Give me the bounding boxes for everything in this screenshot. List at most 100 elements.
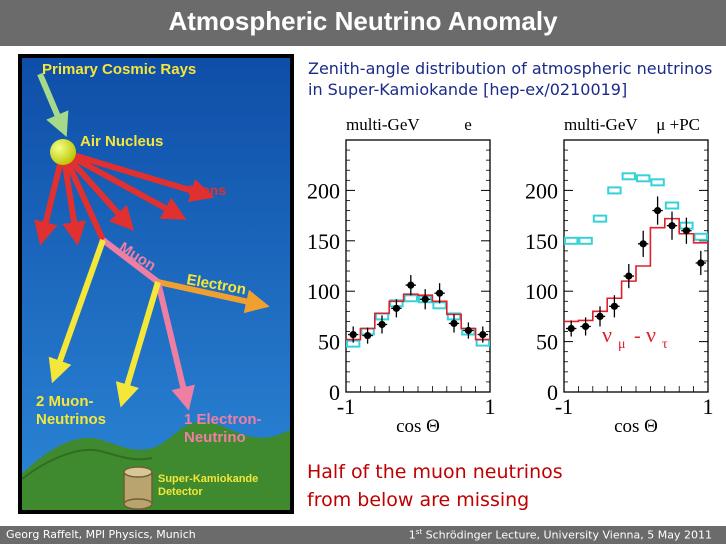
data-point	[582, 322, 590, 331]
footer-bar: Georg Raffelt, MPI Physics, Munich 1st S…	[0, 526, 726, 544]
muon-neutrino-arrow	[115, 281, 161, 408]
mc-no-oscillation-box	[650, 178, 665, 187]
electron-neutrino-arrow	[155, 281, 195, 411]
panel-flavor-label: μ +PC	[656, 115, 700, 134]
pion-arrow	[62, 149, 215, 203]
data-point	[364, 331, 372, 340]
data-point	[464, 326, 472, 335]
y-tick-label: 50	[318, 330, 340, 355]
data-point	[349, 330, 357, 339]
x-tick-label: -1	[337, 394, 355, 419]
electron-neutrino-label-2: Neutrino	[184, 429, 246, 446]
data-point	[668, 222, 676, 230]
plot-frame	[345, 139, 491, 393]
caption-top-line-2: in Super-Kamiokande [hep-ex/0210019]	[308, 80, 628, 99]
x-axis-label: cos Θ	[614, 416, 658, 437]
pion-arrow	[61, 149, 187, 220]
data-point	[682, 227, 690, 235]
y-tick-label: 50	[536, 330, 558, 355]
x-tick-label: 1	[485, 394, 496, 419]
data-point	[421, 295, 429, 303]
data-point	[610, 302, 618, 310]
muon-neutrinos-label-2: Neutrinos	[36, 411, 106, 428]
caption-top-line-1: Zenith-angle distribution of atmospheric…	[308, 59, 713, 78]
mc-oscillation-step-line	[346, 293, 490, 341]
data-point	[479, 330, 487, 339]
mc-no-oscillation-box	[693, 232, 709, 241]
mc-no-oscillation-box	[592, 214, 608, 223]
caption-bottom-line-1: Half of the muon neutrinos	[307, 461, 563, 483]
detector-icon	[123, 466, 153, 510]
y-tick-label: 200	[525, 178, 558, 203]
cosmic-ray-illustration: Primary Cosmic Rays Air Nucleus Pions Mu…	[18, 54, 294, 514]
title-bar	[0, 0, 726, 46]
x-axis-label: cos Θ	[396, 416, 440, 437]
ground-hills	[22, 421, 290, 510]
caption-top: Zenith-angle distribution of atmospheric…	[308, 58, 718, 100]
panel-header: multi-GeV	[564, 115, 638, 134]
caption-bottom-line-2: from below are missing	[307, 489, 530, 511]
data-point	[697, 259, 705, 267]
data-point	[654, 206, 662, 215]
x-tick-label: -1	[555, 394, 573, 419]
oscillation-label-nu: ν	[602, 322, 612, 347]
pion-arrow	[60, 149, 135, 231]
oscillation-label-sub-tau: τ	[662, 337, 668, 352]
air-nucleus-label: Air Nucleus	[80, 133, 163, 150]
pions-label: Pions	[188, 182, 226, 198]
data-point	[567, 324, 575, 333]
air-nucleus-icon	[50, 139, 76, 165]
muon-neutrino-arrow	[48, 238, 106, 384]
electron-neutrino-label-1: 1 Electron-	[184, 411, 262, 428]
caption-bottom: Half of the muon neutrinos from below ar…	[307, 458, 563, 514]
data-point	[596, 312, 604, 320]
cosmic-ray-diagram: Primary Cosmic Rays Air Nucleus Pions Mu…	[21, 58, 290, 510]
electron-arrow	[157, 279, 270, 314]
y-tick-label: 0	[329, 380, 340, 405]
data-point	[639, 240, 647, 248]
mc-no-oscillation-box	[403, 294, 418, 303]
footer-event: 1st Schrödinger Lecture, University Vien…	[409, 528, 712, 542]
oscillation-label-dash: -	[634, 325, 641, 347]
y-tick-label: 200	[307, 178, 340, 203]
data-point	[625, 272, 633, 280]
y-tick-label: 0	[547, 380, 558, 405]
data-point	[378, 320, 386, 329]
y-tick-label: 150	[525, 229, 558, 254]
mc-no-oscillation-box	[636, 174, 651, 183]
muon-neutrinos-label-1: 2 Muon-	[36, 393, 94, 410]
data-point	[407, 281, 415, 289]
cosmic-ray-arrow	[37, 72, 69, 138]
mc-no-oscillation-box	[578, 236, 593, 245]
mc-oscillation-step-line	[564, 217, 708, 323]
panel-header: multi-GeV	[346, 115, 420, 134]
y-tick-label: 100	[307, 279, 340, 304]
page-title: Atmospheric Neutrino Anomaly	[168, 6, 558, 36]
data-point	[436, 289, 444, 297]
pion-to-muon-line	[60, 150, 106, 242]
footer-event-text: Schrödinger Lecture, University Vienna, …	[422, 528, 712, 542]
panel-flavor-label: e	[464, 115, 472, 134]
detector-label-2: Detector	[158, 486, 203, 498]
pion-arrow	[60, 151, 86, 246]
pion-arrow	[34, 151, 66, 246]
muon-track	[101, 237, 160, 285]
mc-no-oscillation-box	[607, 186, 622, 195]
mc-no-oscillation-box	[621, 172, 637, 181]
footer-author: Georg Raffelt, MPI Physics, Munich	[6, 528, 196, 541]
detector-label-1: Super-Kamiokande	[158, 473, 258, 485]
data-point	[450, 319, 458, 328]
x-tick-label: 1	[703, 394, 714, 419]
mc-no-oscillation-box	[564, 236, 579, 245]
oscillation-label-sub-mu: μ	[618, 337, 626, 352]
y-tick-label: 150	[307, 229, 340, 254]
data-point	[392, 304, 400, 312]
primary-cosmic-rays-label: Primary Cosmic Rays	[42, 61, 196, 78]
mc-no-oscillation-box	[664, 201, 680, 210]
oscillation-label-nu: ν	[646, 322, 656, 347]
footer-event-number: 1	[408, 528, 416, 542]
y-tick-label: 100	[525, 279, 558, 304]
footer-event-ordinal: st	[415, 528, 423, 536]
